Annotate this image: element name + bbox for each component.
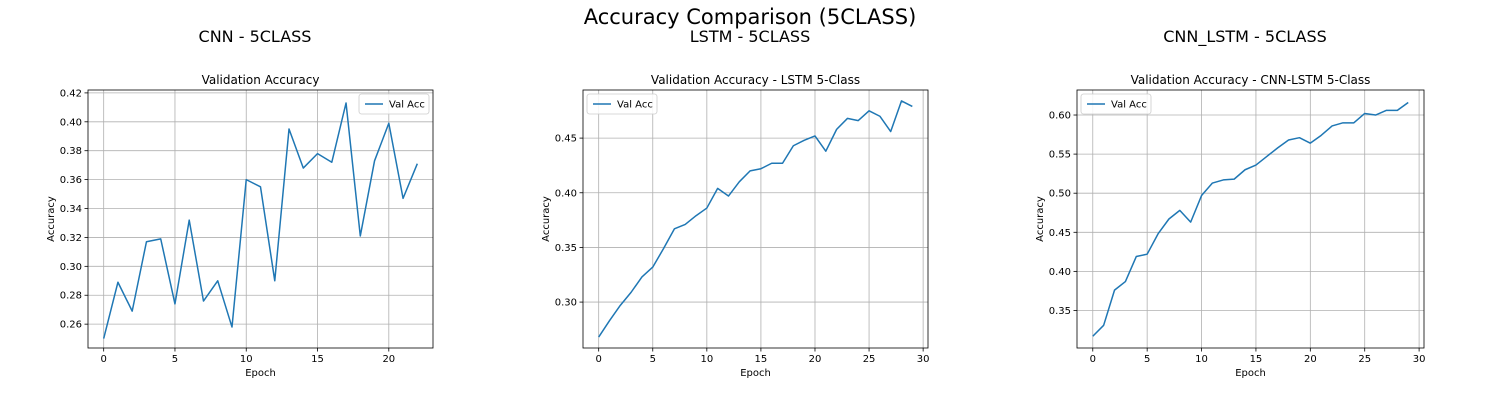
x-tick-label: 5 (1144, 354, 1150, 365)
y-tick-label: 0.32 (60, 233, 82, 244)
axes-title: Validation Accuracy - LSTM 5-Class (651, 73, 860, 87)
axes-frame (87, 89, 434, 349)
y-tick-label: 0.35 (555, 243, 577, 254)
figure-suptitle: Accuracy Comparison (5CLASS) (584, 5, 917, 29)
chart-panel-cnn: CNN - 5CLASS Validation Accuracy Epoch A… (46, 27, 434, 379)
x-tick-label: 0 (595, 354, 601, 365)
legend-label: Val Acc (389, 100, 425, 111)
y-tick-label: 0.38 (60, 146, 82, 157)
axes-frame (1076, 89, 1425, 349)
x-tick-label: 0 (100, 354, 106, 365)
y-tick-label: 0.40 (555, 188, 577, 199)
x-tick-label: 20 (382, 354, 395, 365)
x-tick-label: 10 (700, 354, 713, 365)
y-tick-label: 0.30 (555, 298, 577, 309)
y-tick-label: 0.30 (60, 262, 82, 273)
y-tick-label: 0.36 (60, 175, 82, 186)
x-axis-label: Epoch (1235, 368, 1266, 379)
x-axis-label: Epoch (245, 368, 276, 379)
y-tick-label: 0.45 (555, 134, 577, 145)
y-tick-label: 0.34 (60, 204, 82, 215)
legend: Val Acc (586, 93, 658, 115)
x-tick-label: 20 (809, 354, 822, 365)
x-axis-label: Epoch (740, 368, 771, 379)
chart-panel-lstm: LSTM - 5CLASS Validation Accuracy - LSTM… (541, 27, 930, 379)
legend-box (358, 93, 430, 115)
y-tick-label: 0.40 (1049, 267, 1071, 278)
legend-box (586, 93, 658, 115)
y-tick-label: 0.50 (1049, 189, 1071, 200)
legend-box (1080, 93, 1152, 115)
x-tick-label: 10 (240, 354, 253, 365)
legend: Val Acc (1080, 93, 1152, 115)
x-tick-label: 0 (1090, 354, 1096, 365)
panel-title: LSTM - 5CLASS (690, 27, 810, 46)
legend: Val Acc (358, 93, 430, 115)
y-axis-label: Accuracy (1035, 196, 1046, 242)
axes-frame (582, 89, 929, 349)
y-tick-label: 0.40 (60, 117, 82, 128)
series-line-val-acc (1092, 101, 1409, 337)
y-axis-label: Accuracy (541, 196, 552, 242)
x-tick-label: 10 (1195, 354, 1208, 365)
x-tick-label: 15 (1250, 354, 1263, 365)
x-tick-label: 30 (917, 354, 930, 365)
y-tick-label: 0.42 (60, 88, 82, 99)
series-line-val-acc (598, 100, 913, 338)
y-tick-label: 0.35 (1049, 306, 1071, 317)
x-tick-label: 15 (755, 354, 768, 365)
y-axis-label: Accuracy (46, 196, 57, 242)
x-tick-label: 5 (172, 354, 178, 365)
y-tick-label: 0.55 (1049, 150, 1071, 161)
panel-title: CNN - 5CLASS (199, 27, 312, 46)
series-line-val-acc (102, 102, 419, 339)
y-tick-label: 0.60 (1049, 111, 1071, 122)
x-tick-label: 25 (1358, 354, 1371, 365)
x-tick-label: 20 (1304, 354, 1317, 365)
y-tick-label: 0.45 (1049, 228, 1071, 239)
chart-panel-cnn-lstm: CNN_LSTM - 5CLASS Validation Accuracy - … (1035, 27, 1425, 379)
y-tick-label: 0.28 (60, 291, 82, 302)
x-tick-label: 5 (650, 354, 656, 365)
axes-title: Validation Accuracy (202, 73, 320, 87)
x-tick-label: 15 (311, 354, 324, 365)
x-tick-label: 25 (863, 354, 876, 365)
axes-title: Validation Accuracy - CNN-LSTM 5-Class (1131, 73, 1371, 87)
legend-label: Val Acc (617, 100, 653, 111)
legend-label: Val Acc (1111, 100, 1147, 111)
y-tick-label: 0.26 (60, 320, 82, 331)
x-tick-label: 30 (1413, 354, 1426, 365)
panel-title: CNN_LSTM - 5CLASS (1163, 27, 1327, 47)
